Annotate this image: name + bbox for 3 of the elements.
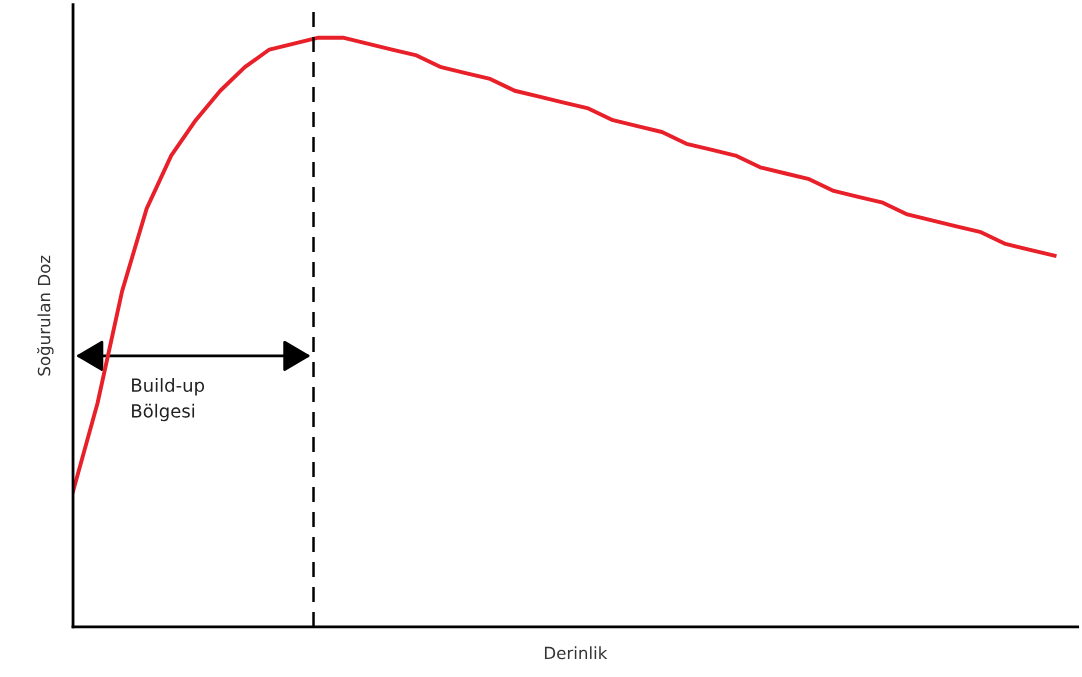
- y-axis-title: Soğurulan Doz: [37, 255, 54, 376]
- annotation: Build-up Bölgesi: [132, 378, 205, 422]
- x-axis-title: Derinlik: [544, 646, 608, 660]
